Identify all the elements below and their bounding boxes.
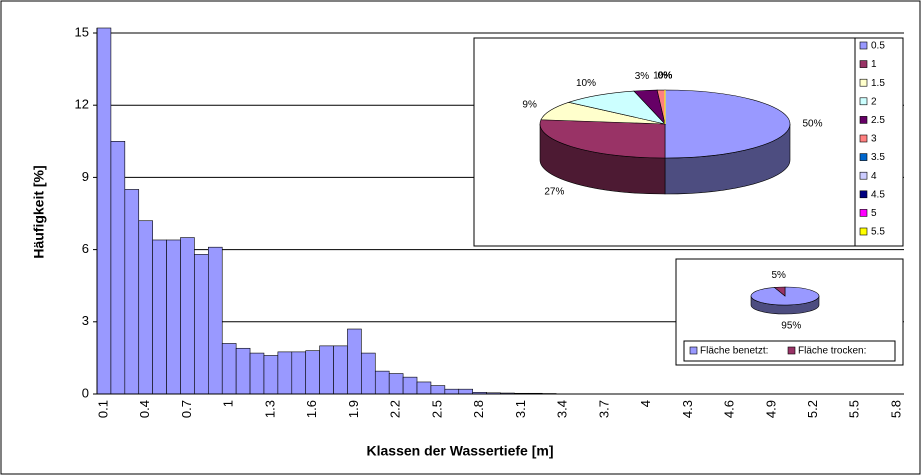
y-tick-label: 0: [82, 385, 89, 400]
bar: [221, 343, 237, 395]
x-tick-label: 4.3: [680, 400, 695, 418]
y-axis-title: Häufigkeit [%]: [31, 165, 47, 258]
x-tick-label: 0.1: [95, 400, 110, 418]
x-tick-label: 4.9: [763, 400, 778, 418]
x-tick-label: 1.3: [262, 400, 277, 418]
x-tick-label: 3.7: [596, 400, 611, 418]
x-tick-label: 0.4: [137, 400, 152, 418]
data-label: 0%: [658, 71, 673, 82]
x-tick-label: 1.6: [304, 400, 319, 418]
legend-label: 5: [871, 208, 877, 219]
data-label: 10%: [576, 78, 596, 89]
y-tick-label: 9: [82, 169, 89, 184]
legend-swatch: [859, 153, 868, 161]
y-tick-label: 15: [75, 24, 89, 39]
x-axis-title: Klassen der Wassertiefe [m]: [367, 443, 554, 459]
bar: [166, 239, 181, 395]
x-tick-label: 3.4: [555, 400, 570, 418]
legend-swatch: [859, 78, 868, 87]
x-tick-label: 2.2: [388, 400, 403, 418]
bar: [416, 381, 432, 395]
legend-swatch: [787, 346, 796, 355]
bar: [374, 370, 390, 395]
x-tick-label: 3.1: [513, 400, 528, 418]
bar: [235, 347, 251, 395]
x-tick-label: 4: [638, 400, 653, 407]
y-tick-label: 6: [82, 241, 89, 256]
bar: [444, 388, 460, 395]
data-label: 0%: [658, 71, 673, 82]
bar: [319, 345, 334, 395]
bar: [333, 345, 348, 395]
data-label: 0%: [658, 71, 673, 82]
data-label: 0%: [658, 71, 673, 82]
x-tick-label: 0.7: [179, 400, 194, 418]
data-label: 50%: [802, 119, 822, 130]
bar: [124, 189, 140, 395]
legend-label: Fläche benetzt:: [700, 346, 768, 357]
legend-swatch: [859, 209, 868, 217]
legend-label: 1.5: [871, 78, 885, 89]
bar: [208, 246, 223, 395]
bar: [305, 350, 320, 395]
legend-swatch: [859, 41, 868, 50]
x-tick-label: 1.9: [346, 400, 361, 418]
bar: [361, 352, 376, 395]
bar: [180, 237, 195, 395]
bar: [249, 352, 265, 395]
bar: [430, 385, 446, 395]
x-tick-label: 1: [221, 400, 236, 407]
legend-label: 0.5: [871, 41, 885, 52]
legend-swatch: [859, 190, 868, 199]
bar: [263, 355, 279, 395]
bar: [277, 351, 293, 395]
legend-label: 2: [871, 96, 877, 107]
legend-swatch: [859, 227, 868, 236]
bar: [194, 254, 209, 395]
pie-slice: [539, 119, 666, 159]
x-tick-label: 2.5: [429, 400, 444, 418]
legend-swatch: [859, 97, 868, 106]
legend-label: 3.5: [871, 152, 885, 163]
legend-label: 2.5: [871, 115, 885, 126]
bar: [110, 141, 126, 395]
bar: [458, 388, 473, 395]
legend-label: 3: [871, 134, 877, 145]
legend-swatch: [859, 116, 868, 124]
bar: [138, 220, 153, 395]
legend-label: 5.5: [871, 227, 885, 238]
data-label: 3%: [635, 71, 650, 82]
bar: [152, 239, 167, 395]
legend-label: 4.5: [871, 189, 885, 200]
legend-swatch: [859, 134, 868, 143]
bar: [402, 376, 418, 395]
bar: [347, 328, 362, 395]
x-tick-label: 5.5: [847, 400, 862, 418]
data-label: 27%: [544, 186, 564, 197]
legend-swatch: [689, 346, 698, 355]
bar: [388, 373, 404, 395]
legend-label: 1: [871, 59, 877, 70]
data-label: 9%: [522, 100, 537, 111]
pie-slice: [664, 89, 791, 159]
legend-label: 4: [871, 171, 877, 182]
x-tick-label: 5.2: [805, 400, 820, 418]
data-label: 95%: [781, 320, 801, 331]
legend-swatch: [859, 171, 868, 180]
data-label: 5%: [771, 270, 786, 281]
pie-slice: [773, 286, 786, 297]
legend-label: Fläche trocken:: [798, 346, 866, 357]
data-label: 1%: [653, 71, 668, 82]
x-tick-label: 4.6: [722, 400, 737, 418]
pie-slice: [567, 90, 666, 125]
data-label: 0%: [658, 71, 673, 82]
legend-swatch: [859, 60, 868, 68]
bar: [96, 27, 112, 395]
y-tick-label: 12: [75, 97, 89, 112]
x-tick-label: 5.8: [888, 400, 903, 418]
x-tick-label: 2.8: [471, 400, 486, 418]
bar: [291, 351, 307, 395]
y-tick-label: 3: [82, 313, 89, 328]
